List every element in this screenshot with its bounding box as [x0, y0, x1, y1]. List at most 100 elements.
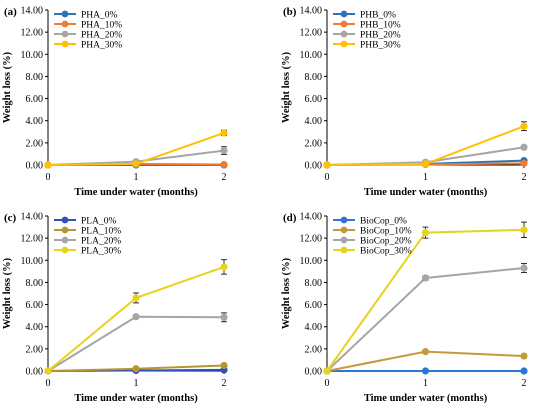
- y-tick-label: 12.00: [300, 234, 323, 245]
- legend-swatch-marker: [61, 246, 69, 254]
- x-axis-title: Time under water (months): [74, 393, 198, 404]
- data-point: [132, 365, 140, 373]
- legend-swatch-marker: [61, 216, 69, 224]
- legend-entry: PHB_10%: [360, 21, 401, 31]
- y-tick-label: 6.00: [305, 94, 323, 105]
- series-line: [47, 315, 225, 372]
- legend-entry: PHB_20%: [360, 31, 401, 41]
- data-point: [520, 226, 528, 234]
- x-tick-label: 2: [222, 172, 227, 183]
- data-point: [421, 274, 430, 282]
- y-tick-label: 8.00: [26, 278, 44, 289]
- x-tick-label: 2: [522, 172, 527, 183]
- x-axis-title: Time under water (months): [364, 393, 488, 404]
- data-point: [421, 367, 430, 375]
- legend-entry: PHA_0%: [81, 11, 118, 21]
- legend-entry: PLA_10%: [81, 227, 121, 237]
- y-tick-label: 14.00: [300, 212, 323, 223]
- legend-swatch-marker: [61, 40, 69, 48]
- x-tick-label: 0: [325, 172, 330, 183]
- y-tick-label: 0.00: [26, 367, 44, 378]
- data-point: [44, 161, 52, 169]
- y-tick-label: 10.00: [300, 256, 323, 267]
- y-tick-label: 12.00: [21, 234, 44, 245]
- y-tick-label: 2.00: [26, 344, 44, 355]
- data-point: [520, 352, 528, 360]
- data-point: [220, 263, 228, 271]
- data-point: [220, 361, 228, 370]
- y-tick-label: 6.00: [26, 300, 44, 311]
- data-point: [421, 229, 430, 237]
- y-tick-label: 14.00: [300, 6, 323, 17]
- x-axis-title: Time under water (months): [74, 187, 198, 198]
- x-tick-label: 1: [423, 378, 428, 389]
- legend-entry: BioCop_30%: [360, 247, 412, 257]
- data-point: [323, 367, 331, 375]
- data-point: [421, 160, 430, 168]
- panel-label: (b): [283, 6, 297, 18]
- y-axis-title: Weight loss (%): [281, 257, 292, 329]
- chart-panel-a: 0.00 2.00 4.00 6.00 8.00 10.00 12.00 14.00 0 1 2 Ti…: [2, 6, 228, 198]
- x-tick-label: 1: [423, 172, 428, 183]
- legend-swatch-marker: [340, 40, 348, 48]
- legend-entry: BioCop_20%: [360, 237, 412, 247]
- y-tick-label: 2.00: [26, 138, 44, 149]
- data-point: [132, 160, 140, 168]
- y-tick-label: 8.00: [26, 72, 44, 83]
- x-axis-title: Time under water (months): [364, 187, 488, 198]
- y-tick-label: 4.00: [26, 116, 44, 127]
- legend-entry: PHA_30%: [81, 41, 122, 51]
- y-tick-label: 6.00: [26, 94, 44, 105]
- panel-label: (c): [4, 212, 17, 224]
- x-tick-label: 0: [325, 378, 330, 389]
- data-point: [132, 313, 140, 321]
- y-tick-label: 14.00: [21, 212, 44, 223]
- y-tick-label: 4.00: [305, 322, 323, 333]
- panel-label: (a): [4, 6, 17, 18]
- x-tick-label: 0: [46, 172, 51, 183]
- chart-panel-b: 0.00 2.00 4.00 6.00 8.00 10.00 12.00 14.00 0 1 2 Ti…: [281, 6, 528, 198]
- x-tick-label: 1: [134, 172, 139, 183]
- data-point: [520, 367, 528, 375]
- y-tick-label: 10.00: [21, 50, 44, 61]
- legend-swatch-marker: [340, 236, 348, 244]
- x-tick-label: 2: [522, 378, 527, 389]
- legend-entry: PHB_0%: [360, 11, 396, 21]
- legend-entry: BioCop_0%: [360, 217, 407, 227]
- y-tick-label: 0.00: [305, 161, 323, 172]
- chart-panel-d: 0.00 2.00 4.00 6.00 8.00 10.00 12.00 14.00 0 1 2 Ti…: [281, 212, 528, 404]
- y-tick-label: 8.00: [305, 278, 323, 289]
- y-tick-label: 10.00: [21, 256, 44, 267]
- x-tick-label: 2: [222, 378, 227, 389]
- legend-swatch-marker: [61, 20, 69, 28]
- data-point: [421, 348, 430, 356]
- legend-swatch-marker: [61, 226, 69, 234]
- y-axis-title: Weight loss (%): [2, 257, 13, 329]
- chart-panel-c: 0.00 2.00 4.00 6.00 8.00 10.00 12.00 14.00 0 1 2 Ti…: [2, 212, 228, 404]
- data-point: [220, 129, 228, 137]
- y-tick-label: 2.00: [305, 138, 323, 149]
- y-tick-label: 14.00: [21, 6, 44, 17]
- data-point: [220, 160, 228, 169]
- legend-swatch-marker: [61, 236, 69, 244]
- y-tick-label: 8.00: [305, 72, 323, 83]
- legend-swatch-marker: [340, 246, 348, 254]
- legend-swatch-marker: [61, 10, 69, 18]
- data-point: [323, 161, 331, 169]
- y-tick-label: 12.00: [300, 28, 323, 39]
- x-tick-label: 1: [134, 378, 139, 389]
- legend-swatch-marker: [61, 30, 69, 38]
- data-point: [520, 143, 528, 151]
- data-point: [220, 147, 228, 155]
- panel-label: (d): [283, 212, 297, 224]
- legend-swatch-marker: [340, 30, 348, 38]
- legend-entry: PLA_0%: [81, 217, 116, 227]
- legend-swatch-marker: [340, 20, 348, 28]
- y-tick-label: 0.00: [305, 367, 323, 378]
- legend-entry: PHA_20%: [81, 31, 122, 41]
- y-axis-title: Weight loss (%): [281, 51, 292, 123]
- data-point: [220, 313, 228, 321]
- data-point: [520, 264, 528, 272]
- legend-swatch-marker: [340, 10, 348, 18]
